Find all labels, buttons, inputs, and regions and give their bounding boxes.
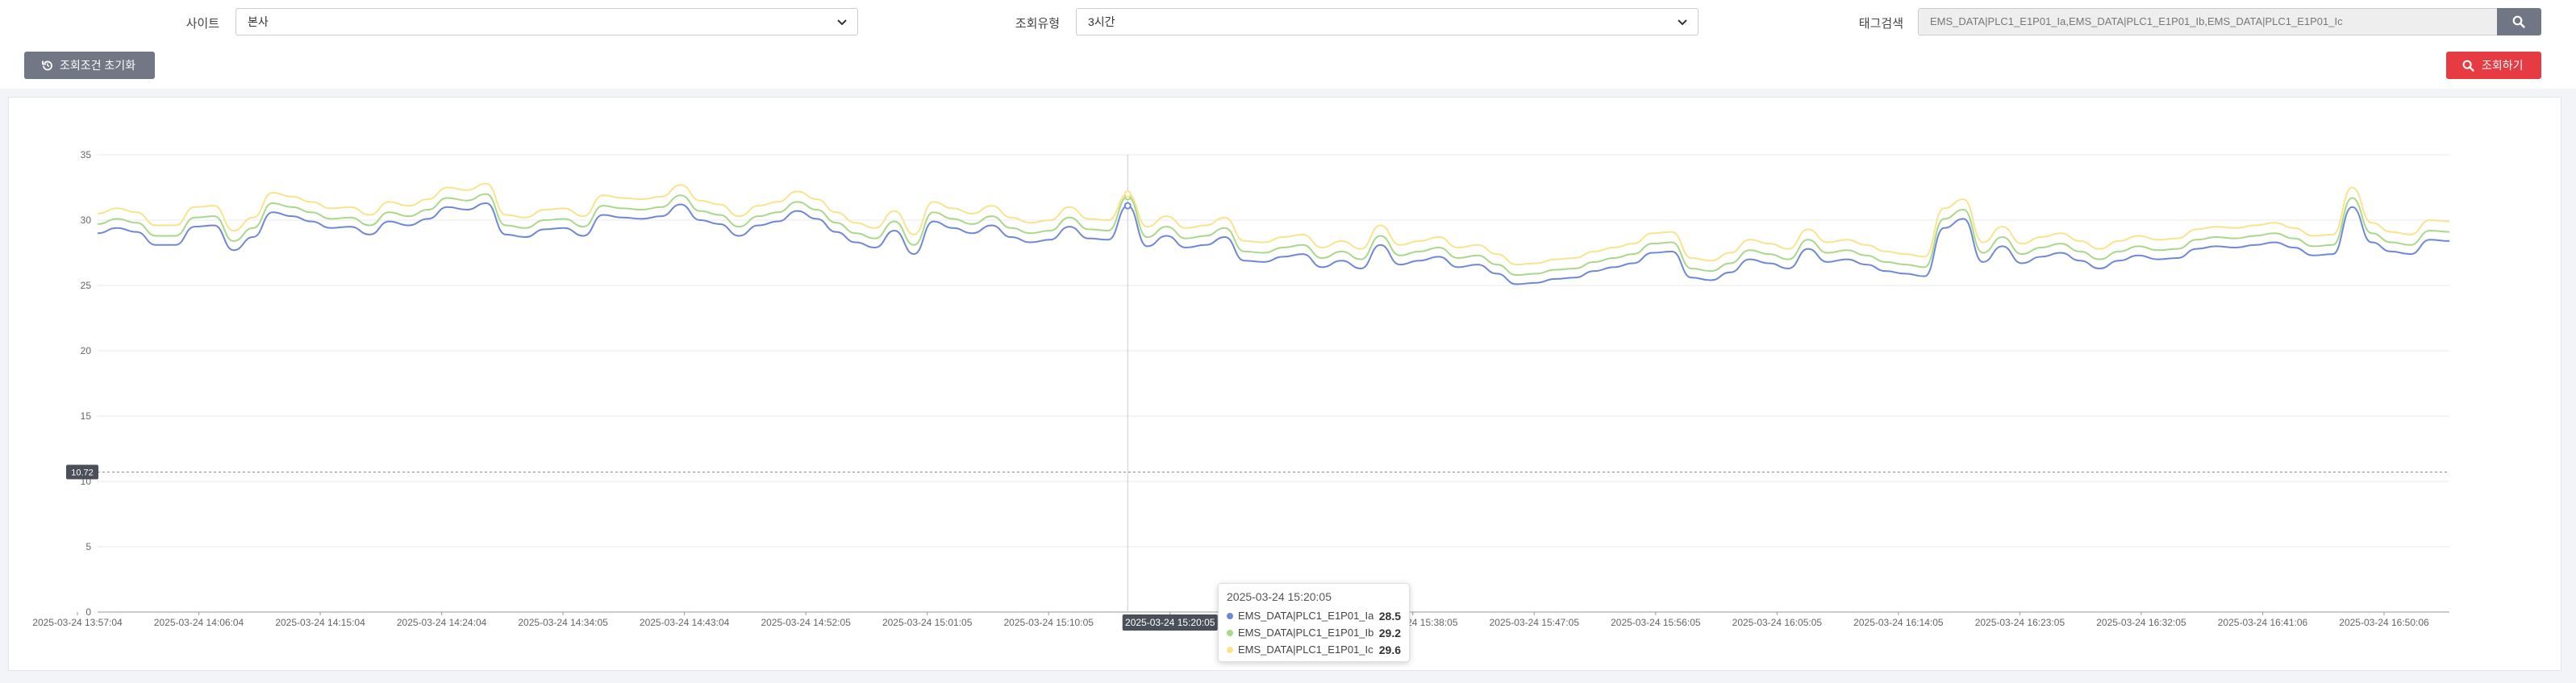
y-tick-label: 30 [81,214,92,226]
reset-icon [42,60,52,71]
search-icon [2462,60,2474,72]
series-dot-ic [1227,647,1233,653]
x-tick-label: 2025-03-24 14:24:04 [397,617,487,628]
x-tick-label: 2025-03-24 16:32:05 [2096,617,2186,628]
tooltip-row-ib: EMS_DATA|PLC1_E1P01_Ib 29.2 [1227,625,1401,641]
filter-bar: 사이트 본사 조회유형 3시간 태그검색 EMS_DATA|PLC1_E1P01… [0,0,2576,89]
y-tick-label: 35 [81,149,92,160]
x-tick-label: 2025-03-24 14:34:05 [518,617,608,628]
site-select[interactable]: 본사 [236,8,858,35]
x-tick-label: 2025-03-24 15:56:05 [1611,617,1701,628]
trend-chart-panel: 0 5 10 15 20 25 30 35 2025-03-24 13:57:04 2025-03… [8,97,2561,671]
x-tick-label: 2025-03-24 16:05:05 [1732,617,1823,628]
site-label: 사이트 [185,17,219,31]
tooltip-row-ia: EMS_DATA|PLC1_E1P01_Ia 28.5 [1227,608,1401,624]
search-icon [2512,15,2525,28]
series-dot-ia [1227,613,1233,619]
reset-conditions-label: 조회조건 초기화 [60,59,136,72]
series-line [97,182,2450,266]
tooltip-time: 2025-03-24 15:20:05 [1227,590,1332,603]
y-tick-label: 15 [81,410,92,422]
reset-conditions-button[interactable]: 조회조건 초기화 [24,52,155,79]
query-type-label: 조회유형 [1015,17,1060,31]
x-tick-label-highlight: 2025-03-24 15:20:05 [1125,617,1215,628]
y-tick-label: 5 [85,541,91,552]
tooltip-row-ic: EMS_DATA|PLC1_E1P01_Ic 29.6 [1227,642,1401,658]
tooltip-series-name: EMS_DATA|PLC1_E1P01_Ic [1238,643,1373,656]
tag-search-input[interactable]: EMS_DATA|PLC1_E1P01_Ia,EMS_DATA|PLC1_E1P… [1918,8,2497,35]
y-tick-label: 0 [85,606,91,618]
threshold-label: 10.72 [71,468,94,477]
series-line [97,193,2450,277]
y-tick-label: 20 [81,345,92,356]
chevron-down-icon [837,19,847,26]
series-dot-ib [1227,630,1233,636]
x-tick-label: 2025-03-24 16:50:06 [2339,617,2429,628]
tooltip-series-value: 29.6 [1378,643,1401,656]
tooltip-series-value: 29.2 [1378,627,1401,639]
x-tick-label: 2025-03-24 16:14:05 [1853,617,1944,628]
x-tick-label: 2025-03-24 15:10:05 [1003,617,1094,628]
x-tick-label: 2025-03-24 13:57:04 [32,617,123,628]
chart-tooltip: 2025-03-24 15:20:05 EMS_DATA|PLC1_E1P01_… [1218,583,1410,662]
x-tick-label: 2025-03-24 14:06:04 [154,617,244,628]
x-tick-label: 2025-03-24 14:15:04 [275,617,365,628]
chevron-down-icon [1678,19,1687,26]
x-highlight-badge [1122,614,1218,631]
x-tick-label: 2025-03-24 16:23:05 [1975,617,2065,628]
threshold-badge [66,464,98,480]
highlight-point [1123,190,1132,198]
tag-search-label: 태그검색 [1858,17,1903,31]
x-tick-label: 2025-03-24 14:43:04 [640,617,730,628]
x-tick-label: 2025-03-24 15:01:05 [882,617,973,628]
query-type-select[interactable]: 3시간 [1076,8,1699,35]
y-tick-label: 25 [81,280,92,291]
x-tick-label: 2025-03-24 15:47:05 [1490,617,1580,628]
query-button-label: 조회하기 [2482,59,2524,72]
series-line [97,202,2450,285]
tooltip-series-name: EMS_DATA|PLC1_E1P01_Ib [1238,627,1374,639]
site-select-value: 본사 [248,15,269,28]
x-tick-label: 2025-03-24 14:52:05 [761,617,851,628]
tag-search-button[interactable] [2497,8,2541,35]
tooltip-series-name: EMS_DATA|PLC1_E1P01_Ia [1238,610,1374,622]
highlight-point [1123,202,1132,210]
query-button[interactable]: 조회하기 [2446,52,2541,79]
tooltip-series-value: 28.5 [1378,610,1401,623]
query-type-select-value: 3시간 [1088,15,1115,28]
tag-search-value: EMS_DATA|PLC1_E1P01_Ia,EMS_DATA|PLC1_E1P… [1930,15,2343,27]
x-tick-label: 2025-03-24 16:41:06 [2218,617,2308,628]
